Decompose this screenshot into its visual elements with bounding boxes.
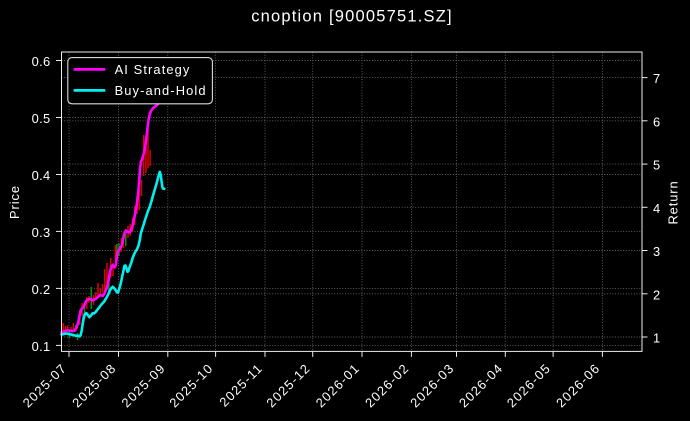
svg-text:4: 4 — [653, 201, 660, 216]
svg-text:Price: Price — [7, 185, 22, 219]
svg-text:0.4: 0.4 — [32, 168, 51, 183]
svg-text:Buy-and-Hold: Buy-and-Hold — [115, 83, 207, 98]
svg-text:0.6: 0.6 — [32, 54, 51, 69]
svg-text:0.3: 0.3 — [32, 225, 51, 240]
svg-text:3: 3 — [653, 244, 660, 259]
svg-text:0.1: 0.1 — [32, 339, 51, 354]
svg-text:7: 7 — [653, 71, 660, 86]
svg-text:5: 5 — [653, 158, 660, 173]
svg-text:2: 2 — [653, 287, 660, 302]
svg-text:Return: Return — [665, 180, 680, 224]
svg-text:0.5: 0.5 — [32, 111, 51, 126]
svg-text:6: 6 — [653, 114, 660, 129]
svg-text:AI Strategy: AI Strategy — [115, 62, 191, 77]
svg-text:0.2: 0.2 — [32, 282, 51, 297]
svg-text:1: 1 — [653, 331, 660, 346]
svg-text:cnoption [90005751.SZ]: cnoption [90005751.SZ] — [251, 8, 453, 26]
